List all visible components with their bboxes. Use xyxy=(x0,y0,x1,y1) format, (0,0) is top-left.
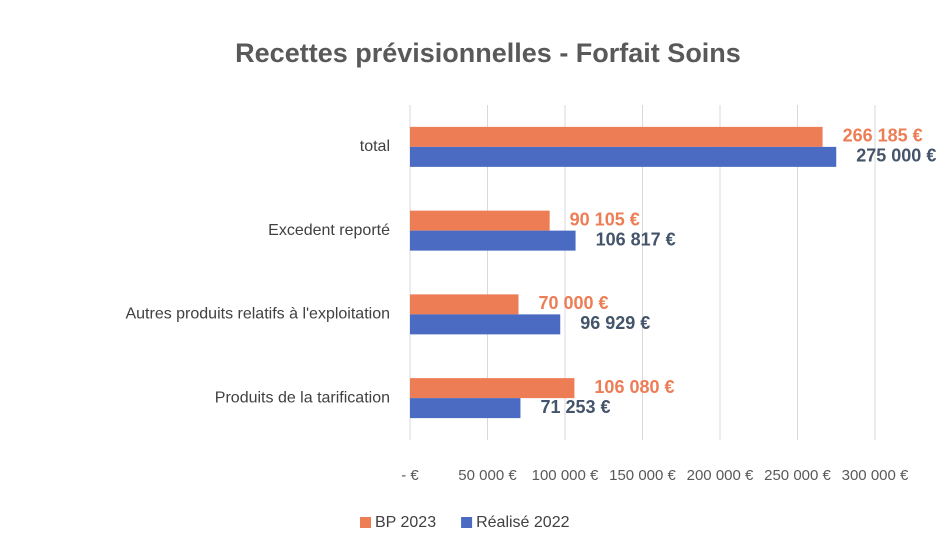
bar xyxy=(410,294,519,315)
data-label: 275 000 € xyxy=(856,146,936,166)
y-tick-label: Excedent reporté xyxy=(268,222,390,239)
y-tick-label: Produits de la tarification xyxy=(215,389,390,406)
bar xyxy=(410,210,550,231)
data-label: 71 253 € xyxy=(540,397,610,417)
x-tick-label: - € xyxy=(401,467,419,484)
legend-label: Réalisé 2022 xyxy=(476,514,570,531)
data-label: 96 929 € xyxy=(580,313,650,333)
bar xyxy=(410,378,575,399)
data-label: 106 817 € xyxy=(596,229,676,249)
data-label: 266 185 € xyxy=(843,126,923,146)
x-tick-label: 100 000 € xyxy=(532,467,599,484)
legend-swatch xyxy=(461,517,473,528)
x-tick-label: 250 000 € xyxy=(764,467,831,484)
data-label: 106 080 € xyxy=(594,377,674,397)
legend-swatch xyxy=(360,517,371,528)
bar xyxy=(410,146,837,167)
x-tick-label: 150 000 € xyxy=(609,467,676,484)
x-tick-label: 200 000 € xyxy=(687,467,754,484)
data-label: 90 105 € xyxy=(570,209,640,229)
bar xyxy=(410,398,521,419)
y-tick-label: total xyxy=(360,138,390,155)
data-label: 70 000 € xyxy=(539,293,609,313)
legend-label: BP 2023 xyxy=(375,514,436,531)
chart-title: Recettes prévisionnelles - Forfait Soins xyxy=(235,38,741,68)
bar xyxy=(410,126,823,147)
x-tick-label: 300 000 € xyxy=(842,467,909,484)
bar xyxy=(410,230,576,251)
y-tick-label: Autres produits relatifs à l'exploitatio… xyxy=(125,306,390,323)
bar xyxy=(410,314,561,335)
x-tick-label: 50 000 € xyxy=(458,467,517,484)
